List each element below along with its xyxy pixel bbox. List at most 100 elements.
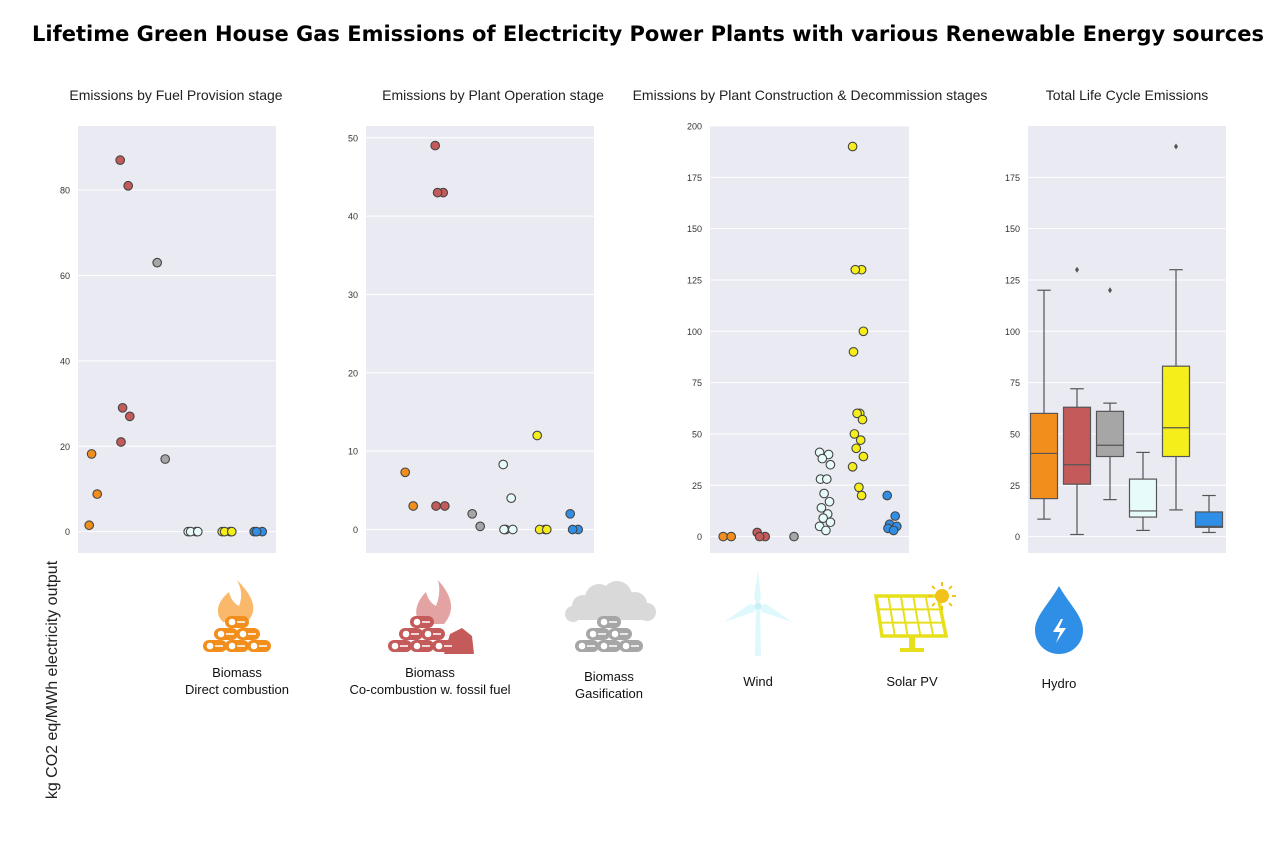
data-point-solar [226,526,237,537]
data-point-wind [499,524,509,535]
data-point-wind [506,493,517,504]
data-point-biomass_direct [726,531,737,542]
data-point-biomass_direct [92,489,103,499]
panel-title: Total Life Cycle Emissions [1046,87,1209,103]
data-point-biomass_direct [84,520,95,531]
y-tick-label: 100 [1005,327,1020,337]
flame-shape [217,580,254,622]
data-point-biomass_cocombustion [432,187,443,198]
data-point-wind [818,513,829,523]
data-point-solar [858,451,869,462]
data-point-biomass_cocombustion [124,411,135,422]
log-end [622,642,630,650]
chart-main-title: Lifetime Green House Gas Emissions of El… [32,22,1264,46]
data-point-solar [857,414,868,425]
solar-panel-icon [873,582,956,652]
legend-label-biomass_direct: Biomass Direct combustion [185,664,289,698]
panel-1: 0 20 40 60 80 Emissions by Fuel Provision sta… [60,87,283,553]
data-point-biomass_gasification [467,508,478,519]
data-point-biomass_direct [400,467,411,478]
blade [754,570,761,606]
y-tick-label: 75 [1010,378,1020,388]
plot-background [710,126,909,553]
panel-title: Emissions by Plant Construction & Decomm… [633,87,988,103]
y-tick-label: 40 [348,212,358,222]
log-end [217,630,225,638]
y-tick-label: 50 [348,133,358,143]
panel-post [909,636,915,648]
data-point-biomass_cocombustion [439,501,450,511]
box-hydro [1194,511,1224,528]
data-point-biomass_cocombustion [431,501,441,511]
log-pile [203,616,271,652]
wind-turbine-icon [724,570,792,656]
data-point-solar [847,141,858,152]
log-end [413,618,421,626]
box-biomass_gasification [1095,410,1125,458]
sun-ray [948,585,953,590]
y-tick-label: 0 [65,527,70,537]
y-tick-label: 20 [348,368,358,378]
outlier-marker [1108,287,1112,294]
box-solar [1161,365,1191,458]
log-pile [575,616,643,652]
data-point-solar [854,482,864,493]
panel-cell-line [924,595,935,637]
log-end [402,630,410,638]
log-end [391,642,399,650]
sun-ray [948,602,953,607]
sun-ray [931,602,936,607]
y-tick-label: 80 [60,186,70,196]
data-point-biomass_cocombustion [115,155,126,166]
data-point-wind [821,474,832,484]
y-tick-label: 10 [348,447,358,457]
y-tick-label: 150 [687,224,702,234]
panel-frame [873,594,949,638]
data-point-biomass_gasification [789,531,799,542]
data-point-wind [817,453,828,464]
data-point-wind [192,526,203,537]
panel-title: Emissions by Fuel Provision stage [69,87,282,103]
legend-label-line2: Direct combustion [184,682,290,697]
data-point-solar [858,326,869,337]
log-end [611,630,619,638]
blade [724,604,758,622]
data-point-hydro [890,511,901,521]
data-point-wind [498,459,509,470]
panel-title: Emissions by Plant Operation stage [382,87,604,103]
legend-label-line1: Solar PV [886,674,938,689]
data-point-wind [824,496,835,507]
legend-label-line1: Wind [743,674,773,689]
legend-label-line1: Biomass [405,665,455,680]
y-tick-label: 175 [1005,173,1020,183]
blade [758,604,792,622]
legend-label-line2: Co-combustion w. fossil fuel [349,682,511,697]
data-point-hydro [567,524,578,535]
panel-cell-line [899,595,909,637]
data-point-biomass_gasification [160,454,171,464]
log-end [589,630,597,638]
data-point-biomass_gasification [475,521,486,532]
legend-label-line1: Biomass [212,665,262,680]
plot-background [78,126,276,553]
panel-2: 0 10 20 30 40 50 Emissions by Plant Operation … [348,87,604,553]
log-end [600,618,608,626]
data-point-solar [856,490,867,501]
log-end [228,642,236,650]
data-point-hydro [565,508,576,519]
legend-label-line1: Hydro [1041,676,1077,691]
data-point-hydro [882,490,893,501]
sun [935,589,949,603]
data-point-biomass_direct [718,531,729,542]
y-tick-label: 0 [1015,532,1020,542]
y-tick-label: 50 [692,429,702,439]
y-tick-label: 75 [692,378,702,388]
data-point-wind [825,517,836,528]
plot-background [1028,126,1226,553]
data-point-solar [848,346,859,357]
legend-label-line2: Gasification [575,686,643,701]
data-point-solar [852,408,862,419]
y-tick-label: 200 [687,122,702,132]
legend-label-hydro: Hydro [1042,675,1077,692]
cloud-base [571,606,649,620]
